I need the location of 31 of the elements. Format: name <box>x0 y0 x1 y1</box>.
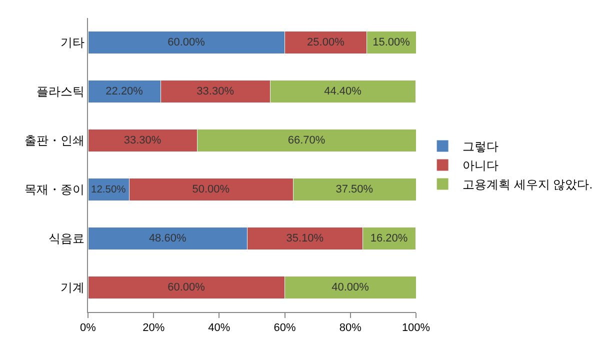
legend-label: 고용계획 세우지 않았다. <box>462 178 593 192</box>
x-tick-label: 60% <box>274 322 296 334</box>
legend-label: 아니다 <box>462 158 499 173</box>
x-tick-label: 20% <box>142 322 165 334</box>
data-label: 12.50% <box>91 184 126 196</box>
data-label: 22.20% <box>106 86 144 98</box>
data-label: 50.00% <box>192 184 230 196</box>
data-label: 25.00% <box>307 36 345 49</box>
x-tick-label: 100% <box>402 322 430 334</box>
data-label: 15.00% <box>372 36 410 49</box>
y-tick-label: 목재・종이 <box>24 182 85 197</box>
data-label: 48.60% <box>148 232 186 244</box>
x-tick-label: 40% <box>208 322 230 334</box>
x-tick-label: 80% <box>339 322 362 334</box>
data-label: 66.70% <box>288 134 326 146</box>
y-tick-label: 기계 <box>60 280 85 295</box>
data-label: 37.50% <box>336 184 374 196</box>
data-label: 40.00% <box>332 282 370 294</box>
y-tick-label: 식음료 <box>48 232 85 246</box>
data-label: 33.30% <box>196 86 234 98</box>
data-label: 60.00% <box>168 36 206 49</box>
data-label: 44.40% <box>324 86 362 98</box>
data-label: 60.00% <box>168 282 206 294</box>
y-tick-label: 출판・인쇄 <box>24 134 85 148</box>
y-tick-label: 플라스틱 <box>36 84 85 99</box>
x-tick-label: 0% <box>80 322 96 334</box>
y-tick-label: 기타 <box>60 36 85 50</box>
legend-label: 그렇다 <box>462 140 499 154</box>
data-label: 33.30% <box>124 134 162 146</box>
data-label: 35.10% <box>286 232 324 244</box>
data-label: 16.20% <box>370 232 408 244</box>
